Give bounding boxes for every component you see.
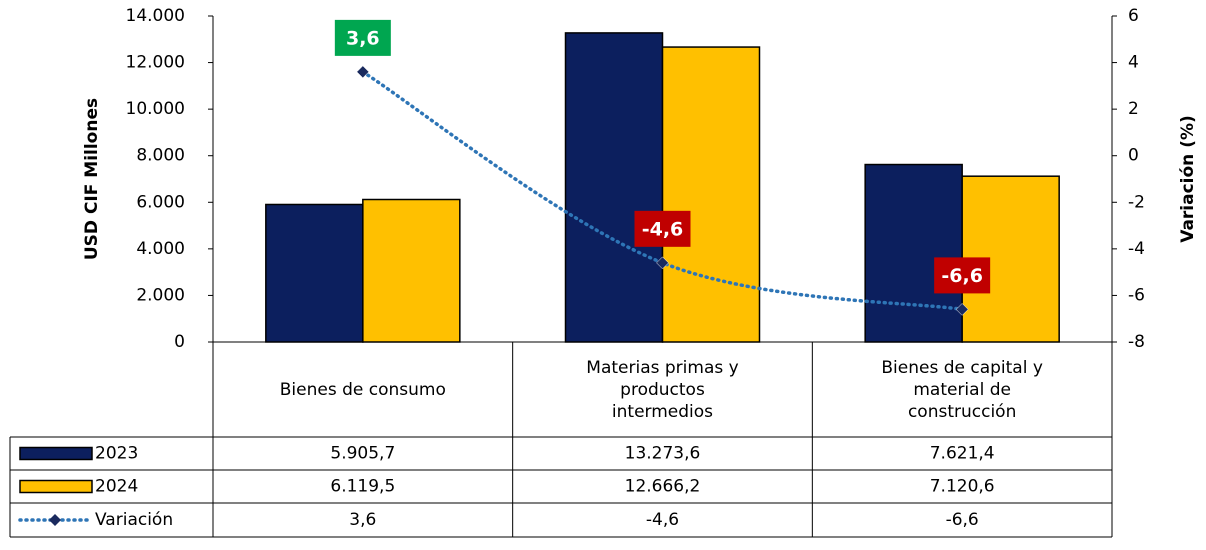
table-cell: 7.621,4 (930, 444, 995, 464)
y2-tick-label: 2 (1128, 99, 1139, 119)
legend-marker (49, 514, 61, 526)
legend-swatch (19, 446, 93, 461)
y2-tick-label: 4 (1128, 53, 1139, 73)
y-axis-title: USD CIF Millones (82, 98, 102, 260)
bar (265, 203, 364, 343)
legend-label: 2024 (95, 477, 138, 497)
bar (362, 198, 461, 343)
data-label-box (934, 257, 991, 294)
data-label-box (634, 210, 691, 247)
y2-tick-label: -8 (1128, 332, 1145, 352)
y-tick-label: 12.000 (126, 53, 185, 73)
table-cell: 12.666,2 (625, 477, 701, 497)
x-tick-label: Bienes de capital y material de construc… (881, 357, 1043, 422)
bar (961, 175, 1060, 343)
data-label: 3,6 (346, 27, 380, 49)
data-label: -6,6 (941, 265, 983, 287)
data-label: -4,6 (642, 218, 684, 240)
table-cell: 3,6 (349, 510, 376, 530)
y2-tick-label: 6 (1128, 6, 1139, 26)
y-tick-label: 14.000 (126, 6, 185, 26)
y-tick-label: 6.000 (136, 192, 185, 212)
table-cell: -6,6 (946, 510, 979, 530)
marker (656, 256, 669, 270)
x-tick-label: Materias primas y productos intermedios (586, 357, 739, 422)
y2-tick-label: 0 (1128, 146, 1139, 166)
y-tick-label: 8.000 (136, 146, 185, 166)
table-cell: 7.120,6 (930, 477, 995, 497)
legend-swatch (19, 479, 93, 494)
legend-label: Variación (95, 510, 173, 530)
y-tick-label: 2.000 (136, 285, 185, 305)
table-cell: 5.905,7 (330, 444, 395, 464)
bar (564, 32, 664, 343)
marker (356, 65, 370, 79)
y2-tick-label: -6 (1128, 285, 1145, 305)
y-tick-label: 0 (174, 332, 185, 352)
x-tick-label: Bienes de consumo (279, 379, 446, 400)
y-tick-label: 10.000 (126, 99, 185, 119)
table-cell: 6.119,5 (330, 477, 395, 497)
table-cell: -4,6 (646, 510, 679, 530)
y2-axis-title: Variación (%) (1178, 115, 1198, 243)
data-label-box (334, 19, 391, 56)
legend-label: 2023 (95, 444, 138, 464)
bar (661, 46, 761, 343)
y2-tick-label: -4 (1128, 239, 1145, 259)
marker (955, 303, 969, 316)
table-cell: 13.273,6 (625, 444, 701, 464)
y2-tick-label: -2 (1128, 192, 1145, 212)
y-tick-label: 4.000 (136, 239, 185, 259)
bar (864, 163, 963, 343)
